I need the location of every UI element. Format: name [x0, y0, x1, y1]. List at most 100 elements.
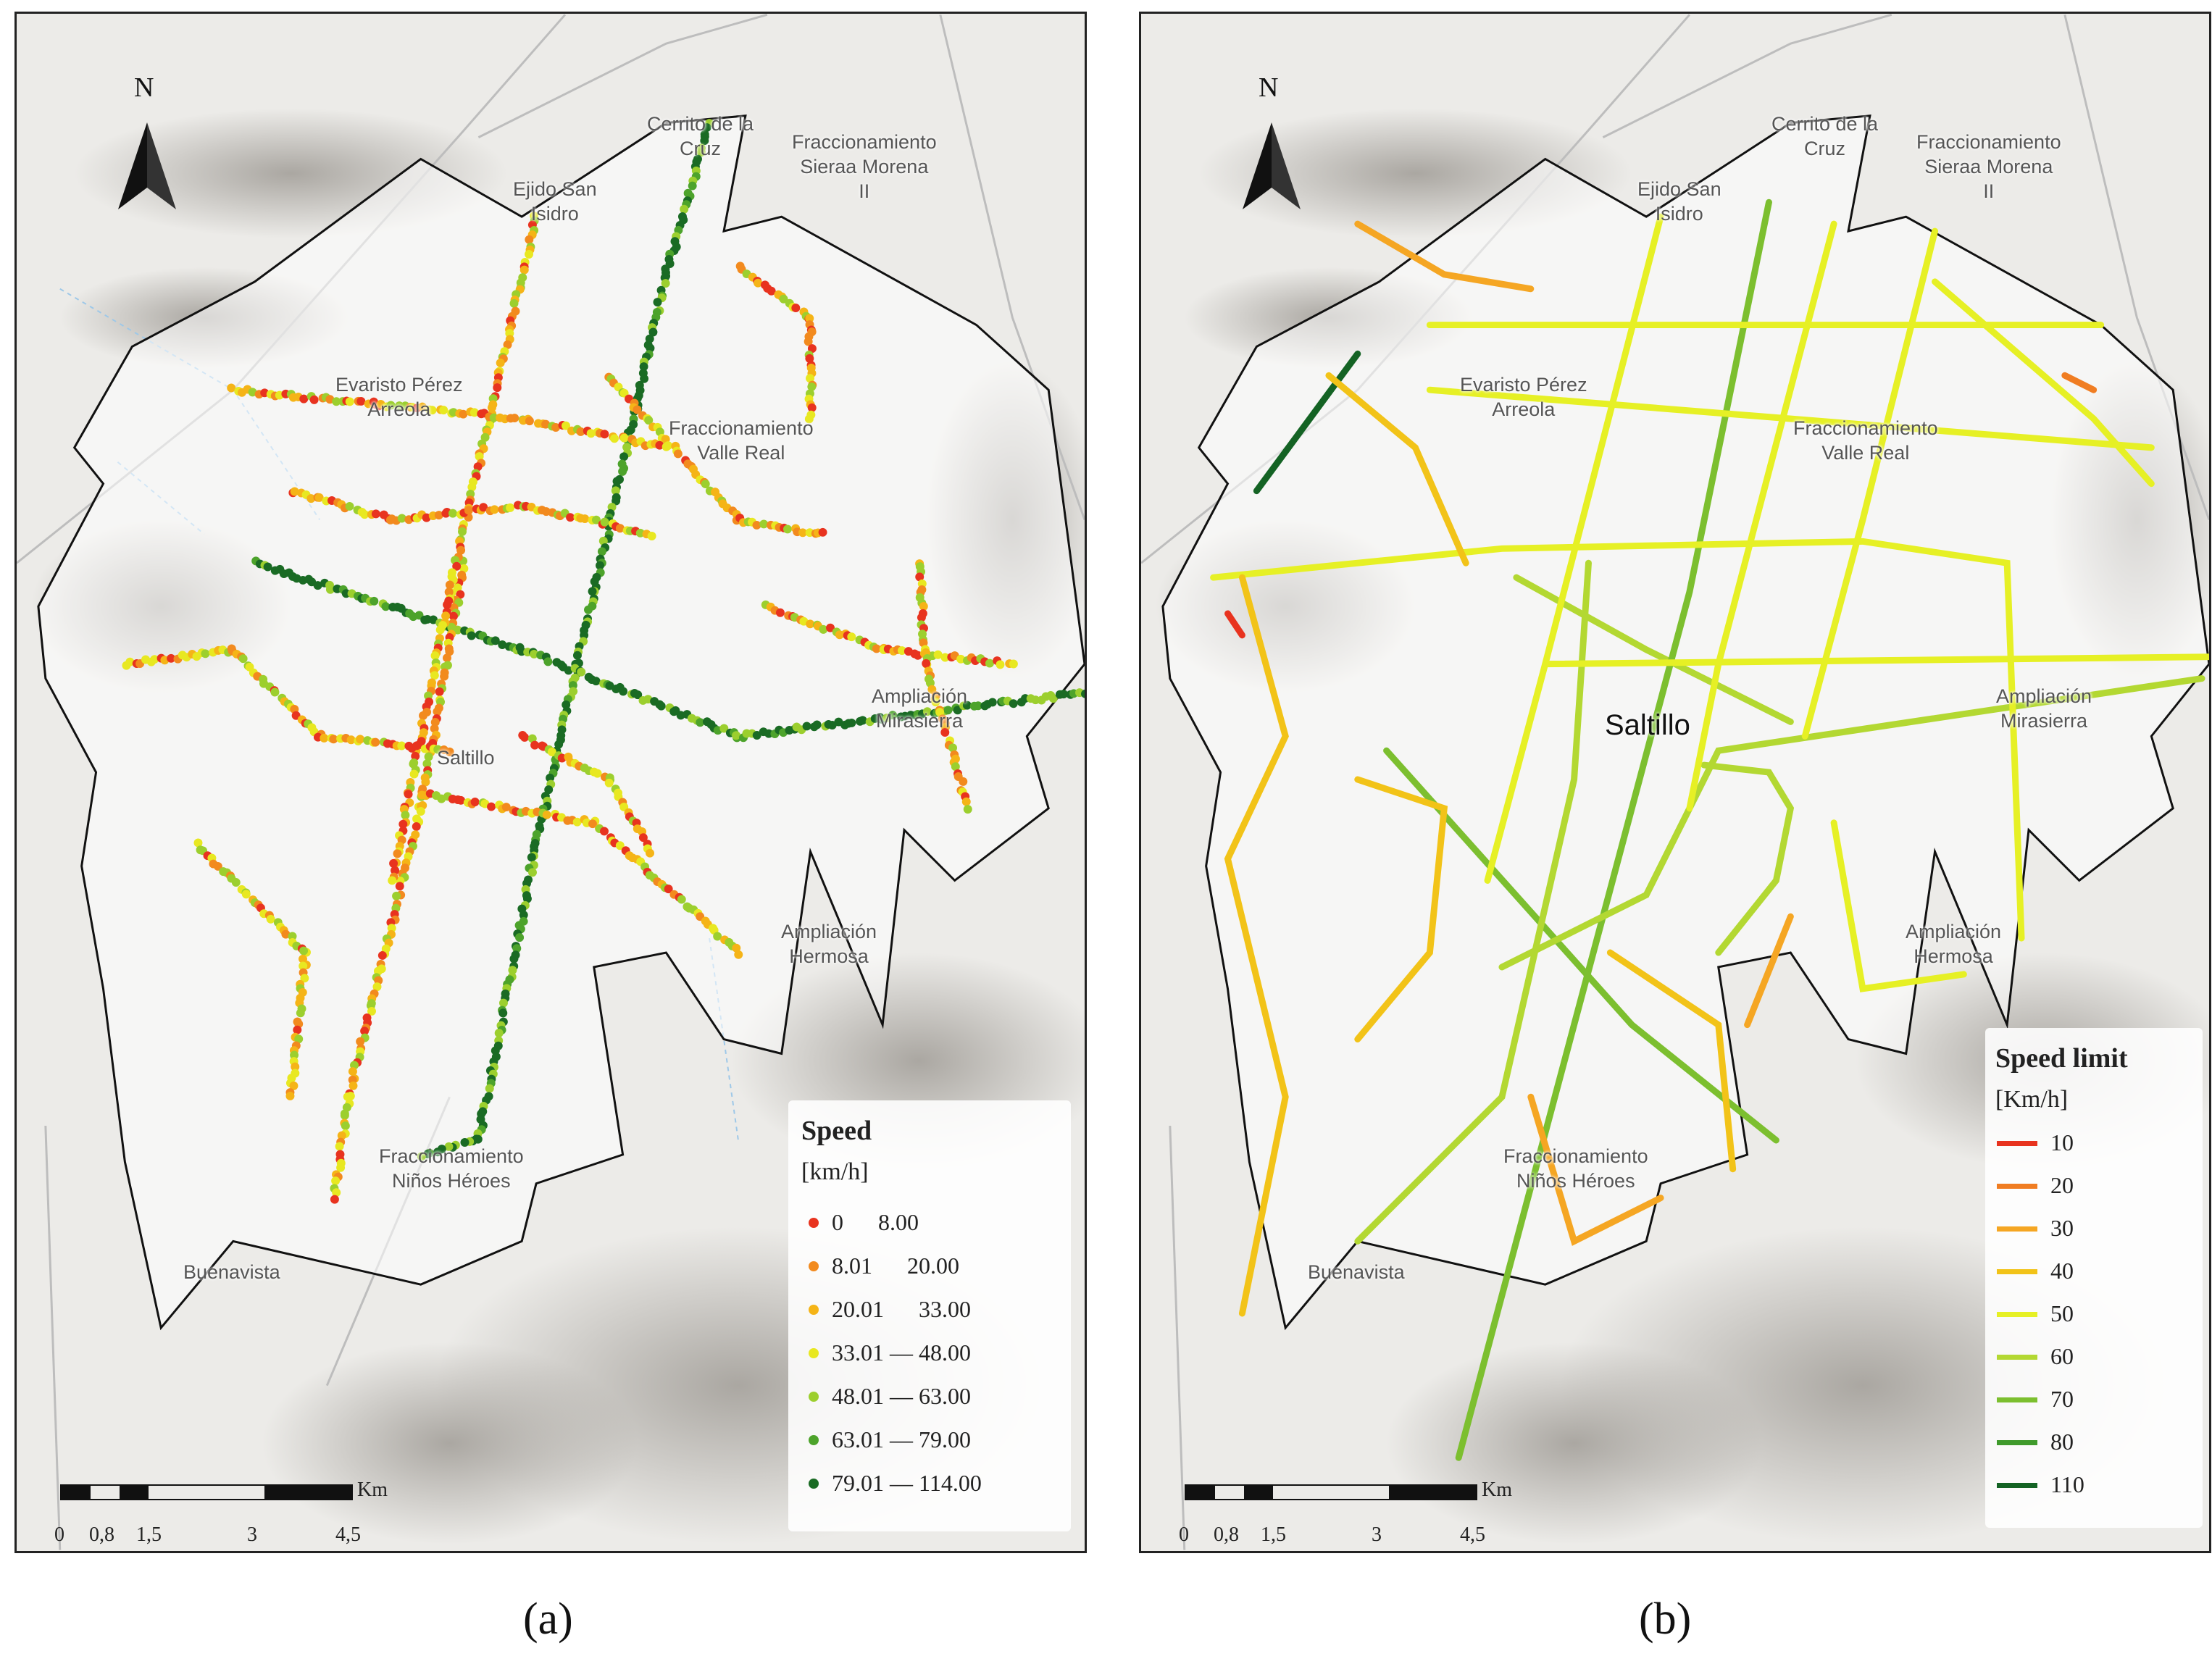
speed-point — [702, 123, 711, 133]
speed-point — [562, 421, 570, 430]
speed-point — [443, 600, 452, 609]
speed-point — [713, 932, 722, 941]
legend-swatch-0 — [1997, 1141, 2037, 1146]
speed-point — [346, 1092, 355, 1101]
speed-point — [238, 654, 248, 664]
legend-swatch-4 — [809, 1392, 819, 1402]
speed-point — [435, 625, 445, 635]
speed-point — [541, 419, 551, 429]
speed-point — [503, 340, 512, 349]
speed-point — [340, 1111, 349, 1120]
speed-point — [509, 298, 519, 308]
speed-point — [479, 503, 488, 512]
speed-point — [459, 409, 468, 419]
speed-point — [475, 452, 484, 461]
speed-point — [586, 429, 596, 438]
scale-tick-3: 3 — [247, 1523, 257, 1546]
road-limit-60 — [1700, 761, 1795, 956]
speed-point — [847, 632, 856, 642]
place-label-ninos-heroes: Fraccionamiento Niños Héroes — [1503, 1145, 1648, 1192]
speed-point — [961, 797, 971, 806]
road-limit-50 — [1932, 278, 2155, 488]
speed-point — [664, 885, 673, 894]
speed-point — [448, 509, 457, 518]
legend-swatch-2 — [809, 1305, 819, 1315]
speed-point — [656, 701, 666, 711]
speed-point — [754, 278, 763, 288]
speed-point — [397, 514, 406, 523]
speed-point — [927, 685, 937, 694]
caption-b: (b) — [1639, 1594, 1692, 1644]
speed-point — [734, 950, 743, 959]
speed-point — [974, 701, 982, 711]
speed-point — [424, 752, 433, 761]
speed-point — [580, 514, 590, 524]
speed-point — [498, 640, 507, 649]
scale-bar — [1185, 1484, 1477, 1500]
speed-point — [411, 751, 420, 761]
speed-point — [638, 833, 648, 843]
speed-point — [345, 501, 354, 511]
speed-point — [1059, 690, 1068, 699]
map-panel-a: Cerrito de la Cruz Fraccionamiento Siera… — [14, 12, 1087, 1553]
legend-label-3: 33.01 — 48.00 — [832, 1339, 971, 1366]
speed-point — [572, 651, 582, 660]
road-limit-110 — [1253, 350, 1361, 495]
speed-point — [466, 489, 475, 498]
speed-point — [752, 520, 761, 530]
speed-point — [332, 1188, 341, 1197]
speed-point — [381, 602, 391, 611]
speed-point — [897, 646, 906, 656]
speed-point — [566, 513, 575, 522]
speed-point — [767, 286, 776, 296]
speed-point — [506, 503, 515, 512]
speed-point — [530, 649, 539, 659]
speed-point — [417, 1152, 426, 1161]
speed-point — [759, 519, 769, 529]
north-arrow-icon — [118, 122, 176, 209]
place-label-ejido-san-isidro: Ejido San Isidro — [513, 178, 597, 225]
road-limit-40 — [1325, 372, 1469, 566]
speed-point — [619, 452, 629, 461]
speed-point — [619, 433, 629, 443]
scale-tick-3: 3 — [1372, 1523, 1382, 1546]
speed-point — [388, 876, 397, 885]
speed-point — [619, 388, 629, 398]
road-limit-30 — [1527, 1093, 1664, 1246]
scale-tick-0: 0 — [54, 1523, 64, 1546]
speed-point — [299, 946, 309, 956]
speed-point — [680, 204, 689, 214]
speed-point — [700, 136, 709, 146]
speed-point — [409, 769, 419, 779]
speed-point — [677, 895, 686, 904]
speed-point — [341, 1121, 350, 1131]
speed-point — [688, 181, 697, 191]
scale-tick-2: 1,5 — [136, 1523, 162, 1546]
speed-point — [392, 891, 401, 900]
speed-point — [922, 707, 932, 716]
north-arrow-icon — [1243, 122, 1301, 209]
scale-bar — [60, 1484, 353, 1500]
speed-point — [433, 745, 443, 754]
speed-point — [515, 643, 525, 652]
speed-point — [370, 596, 379, 606]
road-limit-40 — [1224, 574, 1289, 1317]
city-boundary — [1161, 114, 2209, 1331]
speed-point — [296, 1008, 305, 1018]
speed-point — [348, 1067, 357, 1076]
speed-point — [412, 741, 422, 751]
speed-point — [948, 743, 958, 753]
speed-point — [372, 982, 382, 992]
speed-point — [490, 505, 499, 514]
speed-point — [270, 687, 280, 697]
speed-point — [807, 344, 817, 354]
speed-point — [764, 729, 774, 738]
scale-tick-1: 0,8 — [1214, 1523, 1239, 1546]
speed-point — [227, 383, 236, 393]
legend-swatch-6 — [1997, 1397, 2037, 1402]
speed-point — [577, 667, 586, 677]
speed-point — [940, 728, 950, 737]
speed-point — [804, 337, 813, 346]
speed-point — [530, 740, 540, 750]
speed-point — [491, 636, 500, 645]
